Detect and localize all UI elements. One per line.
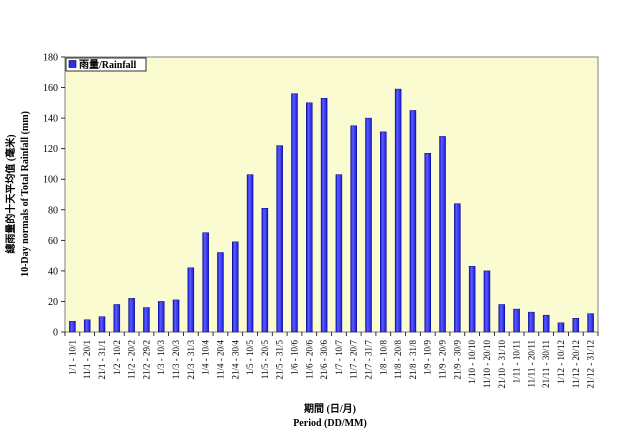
bar [306, 102, 313, 333]
x-tick-label: 21/6 - 30/6 [319, 340, 329, 380]
x-tick-label: 11/6 - 20/6 [304, 340, 314, 380]
bar [291, 93, 298, 333]
bar [335, 174, 343, 333]
bar [439, 136, 446, 333]
x-tick-label: 1/1 - 10/1 [67, 340, 77, 375]
x-tick-label: 1/4 - 10/4 [201, 340, 211, 375]
bar [98, 316, 106, 333]
x-tick-label: 1/10 - 10/10 [467, 340, 477, 384]
x-tick-label: 21/8 - 31/8 [408, 340, 418, 380]
bar [528, 311, 535, 333]
y-tick-label: 40 [48, 266, 58, 277]
bar [320, 98, 328, 333]
bar [572, 318, 580, 333]
x-tick-label: 11/9 - 20/9 [438, 340, 448, 380]
bar [261, 208, 269, 333]
y-tick-label: 160 [43, 83, 58, 94]
legend-box [65, 57, 147, 72]
bar [557, 322, 565, 333]
bar [394, 88, 402, 333]
bar [187, 267, 195, 333]
bar [365, 117, 372, 333]
x-tick-label: 1/12 - 10/12 [556, 340, 566, 384]
legend-swatch [68, 60, 77, 68]
bar [424, 153, 431, 333]
y-tick-label: 60 [48, 236, 58, 247]
bar [246, 174, 254, 333]
x-tick-label: 1/11 - 10/11 [512, 340, 522, 383]
x-tick-label: 1/5 - 10/5 [245, 340, 255, 375]
y-axis-title-line2: 10-Day normals of Total Rainfall (mm) [20, 111, 31, 277]
bar [232, 241, 239, 333]
x-axis-title-line2: Period (DD/MM) [293, 418, 367, 429]
y-tick-label: 180 [43, 53, 58, 64]
x-tick-label: 1/3 - 10/3 [156, 340, 166, 375]
bar [350, 125, 357, 333]
bar [587, 313, 594, 333]
bar [498, 304, 506, 333]
x-tick-label: 21/10 - 31/10 [497, 340, 507, 389]
bar [468, 266, 476, 333]
bar [513, 308, 520, 333]
x-tick-label: 1/8 - 10/8 [378, 340, 388, 375]
y-tick-label: 80 [48, 205, 58, 216]
x-tick-label: 11/8 - 20/8 [393, 340, 403, 380]
x-tick-label: 11/12 - 20/12 [571, 340, 581, 388]
y-axis-title-line1: 總雨量的十天平均值 (毫米) [4, 134, 17, 253]
y-tick-label: 140 [43, 114, 58, 125]
x-tick-label: 1/2 - 10/2 [112, 340, 122, 375]
x-tick-label: 1/7 - 10/7 [334, 340, 344, 375]
y-tick-label: 120 [43, 144, 58, 155]
bar [143, 307, 150, 333]
x-tick-label: 11/1 - 20/1 [82, 340, 92, 379]
bar [157, 301, 165, 333]
plot-area [64, 56, 599, 333]
bar [542, 314, 550, 333]
y-tick-label: 0 [53, 328, 58, 339]
x-tick-label: 1/9 - 10/9 [423, 340, 433, 375]
bar [202, 232, 209, 333]
x-tick-label: 21/7 - 31/7 [364, 340, 374, 380]
x-tick-label: 21/5 - 31/5 [275, 340, 285, 380]
legend-label: 雨量/Rainfall [79, 58, 136, 71]
x-tick-label: 11/4 - 20/4 [215, 340, 225, 380]
bar [172, 299, 180, 333]
bar [113, 304, 121, 333]
bar [83, 319, 91, 333]
x-tick-label: 21/11 - 30/11 [541, 340, 551, 388]
legend: 雨量/Rainfall [65, 57, 147, 72]
bar [409, 110, 417, 333]
bar [217, 252, 224, 333]
bar [128, 298, 135, 333]
x-axis-title-line1: 期間 (日/月) [304, 402, 356, 415]
bar [483, 270, 491, 333]
x-axis: 1/1 - 10/1 11/1 - 20/1 21/1 - 31/1 1/2 - 10… [64, 332, 599, 389]
y-tick-label: 20 [48, 297, 58, 308]
y-axis: 0 20 40 60 80 100 120 140 160 180 [43, 53, 65, 339]
x-tick-label: 11/7 - 20/7 [349, 340, 359, 380]
bar [380, 131, 387, 333]
x-tick-label: 21/12 - 31/12 [586, 340, 596, 389]
x-tick-label: 1/6 - 10/6 [289, 340, 299, 375]
bar [276, 145, 283, 333]
x-tick-label: 21/9 - 30/9 [452, 340, 462, 380]
x-tick-label: 21/3 - 31/3 [186, 340, 196, 380]
x-tick-label: 11/2 - 20/2 [127, 340, 137, 379]
bar [69, 321, 76, 333]
x-tick-label: 21/1 - 31/1 [97, 340, 107, 380]
x-tick-label: 11/10 - 20/10 [482, 340, 492, 389]
bar [454, 203, 461, 333]
x-tick-label: 11/5 - 20/5 [260, 340, 270, 380]
x-tick-label: 11/11 - 20/11 [526, 340, 536, 388]
x-tick-label: 21/4 - 30/4 [230, 340, 240, 380]
bars-group [69, 88, 594, 333]
x-tick-label: 21/2 - 29/2 [141, 340, 151, 380]
y-tick-label: 100 [43, 175, 58, 186]
x-tick-label: 11/3 - 20/3 [171, 340, 181, 380]
